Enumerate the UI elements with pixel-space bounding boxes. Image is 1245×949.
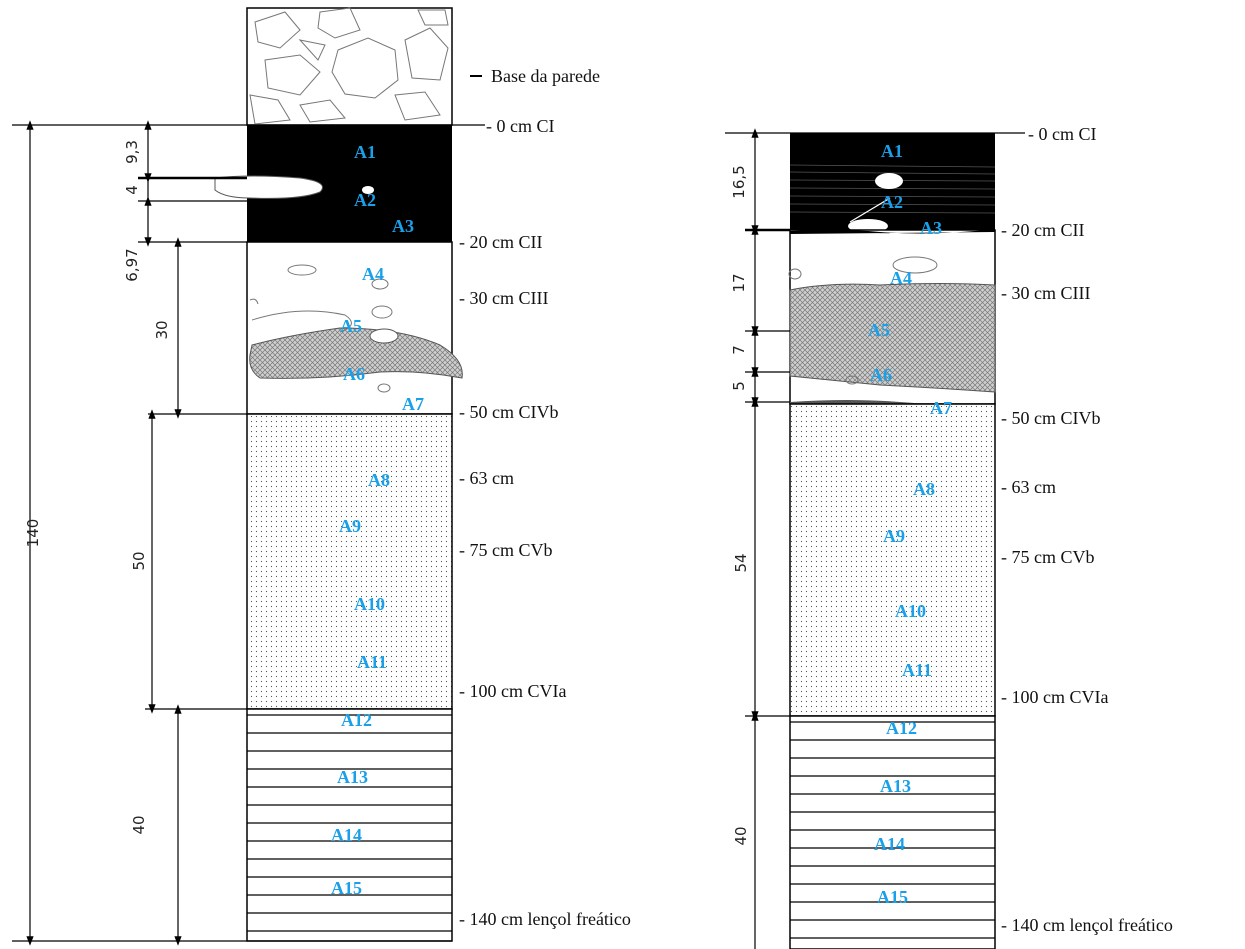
left-sample-a15: A15: [331, 878, 362, 898]
left-sample-a7: A7: [402, 394, 424, 414]
right-sample-a12: A12: [886, 718, 917, 738]
right-dim-16-5: 16,5: [730, 165, 748, 198]
right-layer-hatched: [789, 283, 996, 393]
left-depth-75: - 75 cm CVb: [459, 540, 553, 560]
left-sample-a4: A4: [362, 264, 384, 284]
right-sample-a15: A15: [877, 887, 908, 907]
left-sample-a12: A12: [341, 710, 372, 730]
right-sample-a7: A7: [930, 398, 952, 418]
left-base-label: Base da parede: [491, 66, 600, 86]
right-depth-0: - 0 cm CI: [1028, 124, 1096, 144]
right-sample-a13: A13: [880, 776, 911, 796]
right-sample-a1: A1: [881, 141, 903, 161]
left-depth-140: - 140 cm lençol freático: [459, 909, 631, 929]
right-sample-a4: A4: [890, 268, 912, 288]
right-sample-a8: A8: [913, 479, 935, 499]
right-layer-striped: [789, 715, 996, 949]
right-depth-140: - 140 cm lençol freático: [1001, 915, 1173, 935]
right-sample-a6: A6: [870, 365, 892, 385]
right-sample-a14: A14: [874, 834, 905, 854]
right-dim-7: 7: [730, 345, 748, 355]
left-lens-white: [214, 175, 323, 199]
left-sample-a13: A13: [337, 767, 368, 787]
right-dim-40: 40: [732, 826, 750, 845]
right-profile: 16,5 17 7 5 54 40 - 0 cm CI - 20 cm CII …: [725, 124, 1173, 949]
left-dim-4: 4: [123, 185, 141, 195]
right-depth-20: - 20 cm CII: [1001, 220, 1084, 240]
right-layer-dotted: [789, 403, 996, 717]
left-depth-0: - 0 cm CI: [486, 116, 554, 136]
left-dim-total: 140: [24, 519, 42, 548]
left-dim-6-97: 6,97: [123, 248, 141, 281]
left-dim-30: 30: [153, 320, 171, 339]
left-sample-a8: A8: [368, 470, 390, 490]
right-depth-75: - 75 cm CVb: [1001, 547, 1095, 567]
left-sample-a10: A10: [354, 594, 385, 614]
left-depth-30: - 30 cm CIII: [459, 288, 548, 308]
right-depth-100: - 100 cm CVIa: [1001, 687, 1108, 707]
left-sample-a6: A6: [343, 364, 365, 384]
left-depth-20: - 20 cm CII: [459, 232, 542, 252]
left-sample-a3: A3: [392, 216, 414, 236]
left-layer-striped: [246, 708, 453, 942]
right-depth-63: - 63 cm: [1001, 477, 1056, 497]
left-dim-9-3: 9,3: [123, 140, 141, 164]
left-wall-stones: [246, 7, 453, 126]
right-sample-a11: A11: [902, 660, 932, 680]
right-dim-5: 5: [730, 381, 748, 391]
right-sample-a9: A9: [883, 526, 905, 546]
left-depth-63: - 63 cm: [459, 468, 514, 488]
right-depth-30: - 30 cm CIII: [1001, 283, 1090, 303]
left-dim-40: 40: [130, 815, 148, 834]
left-sample-a11: A11: [357, 652, 387, 672]
left-profile: 140 9,3 4 6,97 30 50 40 Base da parede -…: [12, 7, 631, 946]
left-depth-100: - 100 cm CVIa: [459, 681, 566, 701]
left-sample-a2: A2: [354, 190, 376, 210]
right-sample-a2: A2: [881, 192, 903, 212]
right-sample-a3: A3: [920, 218, 942, 238]
right-dim-17: 17: [730, 273, 748, 292]
right-sample-a5: A5: [868, 320, 890, 340]
left-sample-a9: A9: [339, 516, 361, 536]
left-depth-50: - 50 cm CIVb: [459, 402, 558, 422]
right-depth-50: - 50 cm CIVb: [1001, 408, 1100, 428]
left-sample-a1: A1: [354, 142, 376, 162]
left-layer-dotted: [246, 413, 453, 710]
right-dim-54: 54: [732, 553, 750, 572]
left-sample-a5: A5: [340, 316, 362, 336]
right-sample-a10: A10: [895, 601, 926, 621]
left-layer-hatched: [249, 327, 463, 379]
left-dim-50: 50: [130, 551, 148, 570]
left-sample-a14: A14: [331, 825, 362, 845]
